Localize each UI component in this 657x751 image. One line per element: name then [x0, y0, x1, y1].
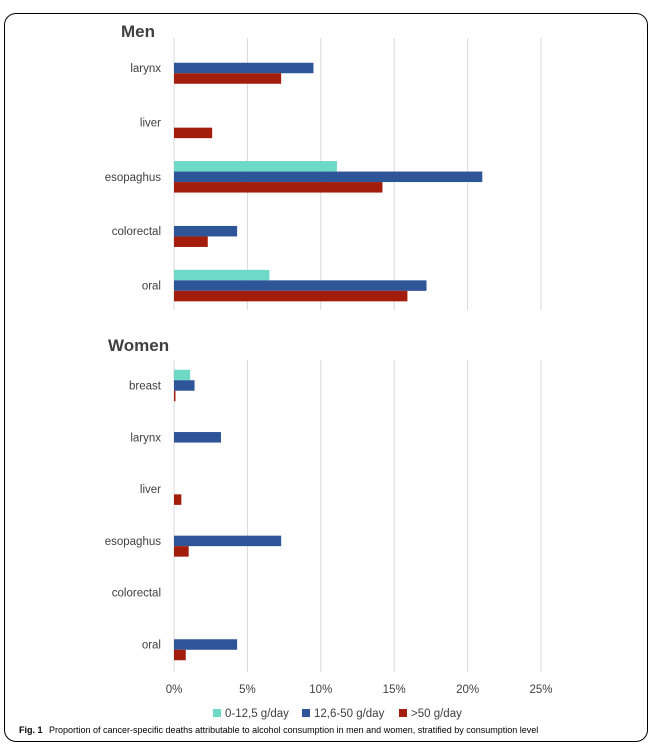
x-tick-label: 5% — [239, 684, 256, 696]
women-bar-oral — [174, 649, 186, 661]
men-bar-oral — [174, 290, 408, 302]
men-bar-oral — [174, 269, 270, 281]
x-tick-label: 0% — [166, 684, 183, 696]
women-bar-larynx — [174, 432, 221, 443]
men-bar-esopaghus — [174, 182, 383, 193]
men-bar-larynx — [174, 73, 282, 84]
legend-swatch — [399, 709, 407, 717]
x-tick-label: 20% — [456, 684, 479, 696]
women-category-label: colorectal — [112, 588, 161, 600]
x-tick-label: 25% — [529, 684, 552, 696]
women-category-label: liver — [140, 484, 161, 496]
x-tick-label: 10% — [309, 684, 332, 696]
legend-label: 12,6-50 g/day — [314, 708, 385, 720]
men-bar-liver — [174, 127, 213, 139]
women-bar-liver — [174, 494, 182, 505]
caption-text: Proportion of cancer-specific deaths att… — [49, 725, 538, 735]
legend-swatch — [213, 709, 221, 717]
men-bar-colorectal — [174, 225, 238, 237]
women-bar-oral — [174, 639, 238, 650]
women-category-label: larynx — [130, 432, 161, 444]
legend-label: >50 g/day — [411, 708, 462, 720]
women-category-label: breast — [129, 381, 162, 393]
x-tick-label: 15% — [383, 684, 406, 696]
women-bar-breast — [174, 369, 191, 381]
women-bar-esopaghus — [174, 546, 189, 557]
men-bar-oral — [174, 280, 427, 291]
men-category-label: esopaghus — [105, 172, 162, 184]
legend-label: 0-12,5 g/day — [225, 708, 289, 720]
men-category-label: oral — [142, 281, 161, 293]
men-category-label: colorectal — [112, 226, 161, 238]
men-category-label: larynx — [130, 63, 161, 75]
legend-swatch — [302, 709, 310, 717]
women-category-label: esopaghus — [105, 536, 162, 548]
men-bar-larynx — [174, 62, 314, 74]
caption-label: Fig. 1 — [19, 725, 43, 735]
women-category-label: oral — [142, 640, 161, 652]
men-category-label: liver — [140, 117, 161, 129]
women-bar-breast — [174, 390, 176, 402]
men-bar-esopaghus — [174, 161, 337, 172]
women-bar-breast — [174, 380, 195, 391]
men-panel-title: Men — [121, 22, 155, 41]
women-bar-esopaghus — [174, 535, 282, 547]
men-bar-colorectal — [174, 236, 208, 247]
men-bar-esopaghus — [174, 171, 483, 183]
women-panel-title: Women — [108, 336, 169, 355]
